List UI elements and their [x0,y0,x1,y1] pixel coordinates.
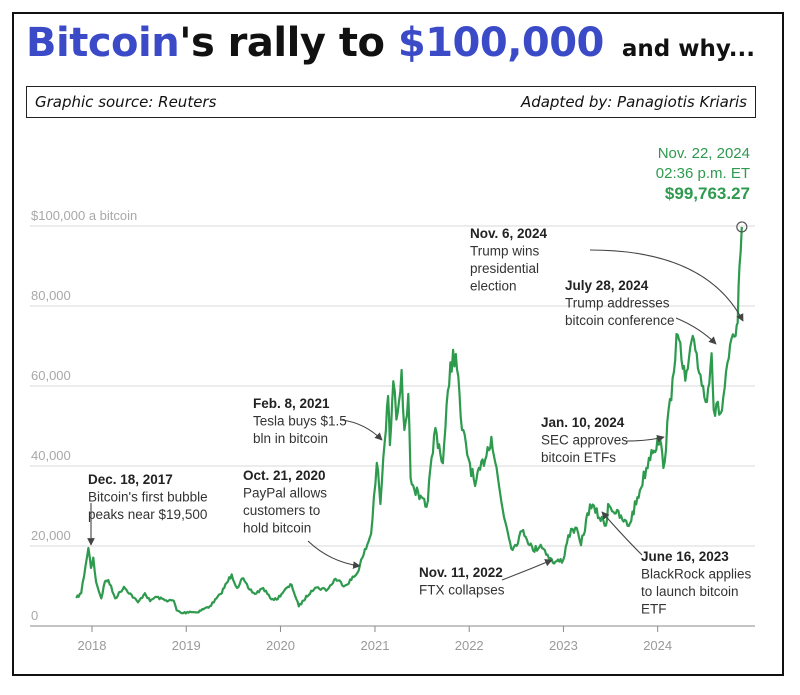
annotation-date: Nov. 11, 2022 [419,565,503,580]
annotation-arrow [601,511,643,556]
source-credit: Graphic source: Reuters [35,93,217,111]
annotation-text: to launch bitcoin [641,584,739,599]
y-axis-tick-labels: 0 20,000 40,000 60,000 80,000 $100,000 a bitc… [31,208,137,623]
annotation: July 28, 2024 Trump addresses bitcoin conf… [565,278,675,328]
annotation: Dec. 18, 2017 Bitcoin's first bubble peaks… [88,472,208,522]
annotation: Oct. 21, 2020 PayPal allows customers to ho… [243,468,327,536]
headline: Bitcoin's rally to $100,000 and why... [26,20,755,76]
annotation: Feb. 8, 2021 Tesla buys $1.5 bln in bitcoi… [253,396,347,446]
annotation-arrow [307,540,361,569]
annotation-text: PayPal allows [243,486,327,501]
annotation: Nov. 6, 2024 Trump wins presidential electi… [470,226,548,294]
x-tick-label: 2018 [78,638,107,653]
annotation-text: bitcoin ETFs [541,450,616,465]
end-label-time: 02:36 p.m. ET [656,165,750,182]
end-label-date: Nov. 22, 2024 [658,145,750,162]
y-tick-label: 0 [31,608,38,623]
annotation-date: Oct. 21, 2020 [243,468,326,483]
x-tick-label: 2021 [361,638,390,653]
annotation-text: customers to [243,503,320,518]
x-tick-label: 2020 [266,638,295,653]
headline-amount: $100,000 [397,20,605,66]
x-tick-label: 2022 [455,638,484,653]
annotation-text: election [470,279,517,294]
annotation-text: Bitcoin's first bubble [88,490,208,505]
y-tick-label: 80,000 [31,288,71,303]
annotation-text: FTX collapses [419,583,505,598]
annotation-text: peaks near $19,500 [88,507,207,522]
annotation-text: presidential [470,261,539,276]
annotation-arrow [589,249,744,322]
y-tick-label: 60,000 [31,368,71,383]
x-axis: 2018 2019 2020 2021 2022 2023 2024 [30,625,755,653]
annotation-text: bln in bitcoin [253,431,328,446]
headline-and-why: and why... [613,36,755,62]
annotation-text: BlackRock applies [641,567,752,582]
end-value-label: Nov. 22, 2024 02:36 p.m. ET $99,763.27 [656,145,750,233]
annotation: Jan. 10, 2024 SEC approves bitcoin ETFs [541,415,628,465]
annotation-date: Nov. 6, 2024 [470,226,548,241]
annotation-date: June 16, 2023 [641,549,729,564]
annotation-arrow [501,559,553,581]
annotation-date: Dec. 18, 2017 [88,472,173,487]
end-point-marker [736,221,748,233]
y-tick-label: $100,000 a bitcoin [31,208,137,223]
annotation: June 16, 2023 BlackRock applies to launch … [641,549,752,617]
x-tick-label: 2024 [643,638,672,653]
headline-rally: 's rally to [179,20,398,66]
annotations: Dec. 18, 2017 Bitcoin's first bubble peaks… [88,226,752,617]
annotation-date: Jan. 10, 2024 [541,415,625,430]
annotation-date: July 28, 2024 [565,278,649,293]
source-box: Graphic source: Reuters Adapted by: Pana… [26,86,756,118]
annotation-arrow [675,317,717,345]
outer-frame [12,12,784,676]
end-label-value: $99,763.27 [665,184,750,203]
annotation-text: bitcoin conference [565,313,675,328]
annotation-arrow [341,419,383,441]
annotation-arrow [626,434,665,443]
annotation-text: SEC approves [541,433,628,448]
annotation-text: ETF [641,602,667,617]
annotation-arrows [87,249,744,581]
x-tick-label: 2023 [549,638,578,653]
price-series-line [75,226,743,615]
headline-bitcoin: Bitcoin [26,20,180,66]
y-tick-label: 40,000 [31,448,71,463]
annotation-text: Trump wins [470,244,540,259]
annotation-text: hold bitcoin [243,521,311,536]
annotation-text: Tesla buys $1.5 [253,414,347,429]
adapted-by-credit: Adapted by: Panagiotis Kriaris [520,93,747,111]
annotation: Nov. 11, 2022 FTX collapses [419,565,505,598]
x-tick-label: 2019 [172,638,201,653]
annotation-text: Trump addresses [565,296,670,311]
y-tick-label: 20,000 [31,528,71,543]
annotation-date: Feb. 8, 2021 [253,396,330,411]
